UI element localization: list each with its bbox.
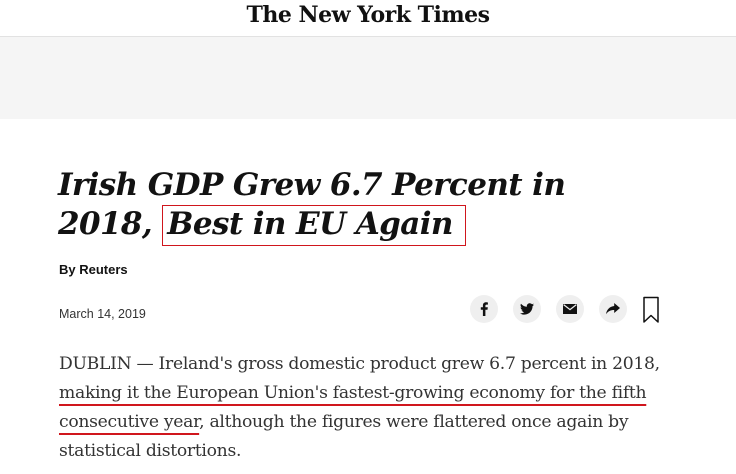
twitter-icon [520, 303, 534, 315]
share-email-button[interactable] [556, 295, 584, 323]
body-text-tail: , although the figures were flattered on… [59, 412, 629, 461]
body-text-underlined: making it the European Union's fastest-g… [59, 383, 647, 432]
publish-date: March 14, 2019 [59, 307, 146, 321]
article-headline: Irish GDP Grew 6.7 Percent in 2018, Best… [58, 166, 618, 246]
email-icon [563, 304, 577, 314]
share-facebook-button[interactable] [470, 295, 498, 323]
facebook-icon [480, 302, 488, 316]
share-twitter-button[interactable] [513, 295, 541, 323]
share-more-button[interactable] [599, 295, 627, 323]
save-bookmark-button[interactable] [641, 296, 661, 324]
ad-placeholder [0, 37, 736, 119]
nyt-logo[interactable]: The New York Times [246, 2, 490, 28]
share-icon [606, 303, 620, 315]
article-body: DUBLIN — Ireland's gross domestic produc… [59, 350, 699, 466]
masthead: The New York Times [0, 0, 736, 37]
headline-highlight-box: Best in EU Again [162, 205, 466, 246]
byline: By Reuters [59, 262, 128, 277]
body-text-lead: DUBLIN — Ireland's gross domestic produc… [59, 354, 660, 374]
bookmark-icon [643, 296, 659, 323]
headline-text: Irish GDP Grew 6.7 Percent in 2018, [58, 167, 566, 242]
